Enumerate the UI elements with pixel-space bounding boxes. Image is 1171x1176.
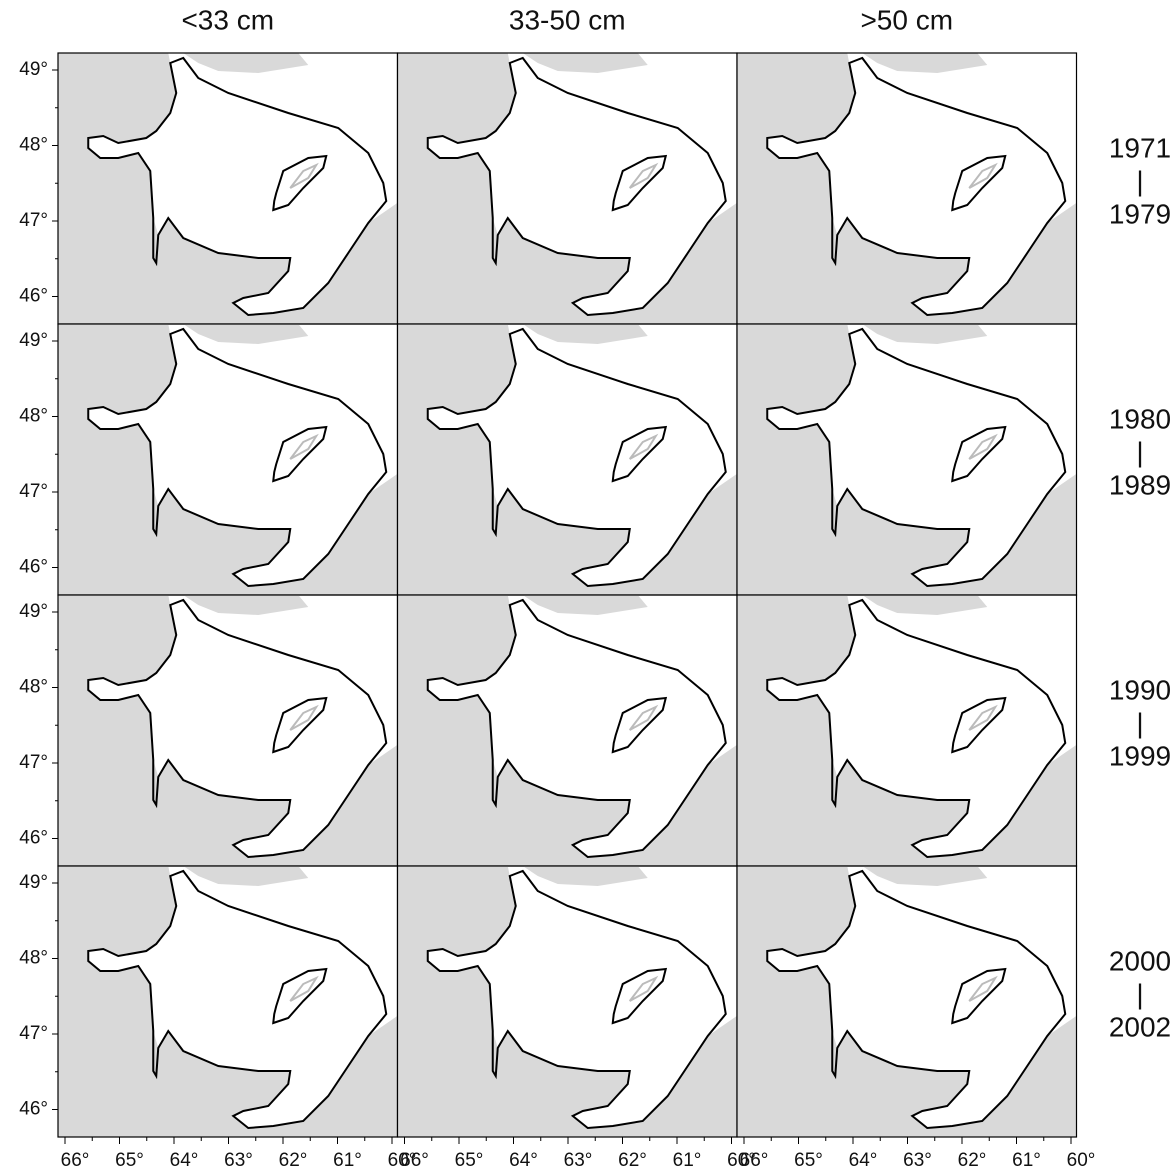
longitude-label: 62°	[279, 1150, 308, 1171]
row-label: 1989	[1109, 469, 1171, 500]
latitude-label: 46°	[19, 557, 48, 578]
longitude-label: 65°	[794, 1150, 823, 1171]
latitude-label: 49°	[19, 330, 48, 351]
map-panel	[397, 595, 737, 866]
column-header: <33 cm	[181, 4, 274, 35]
row-label: 1999	[1109, 740, 1171, 771]
longitude-label: 60°	[727, 1150, 756, 1171]
row-label: 1980	[1109, 403, 1171, 434]
longitude-label: 65°	[115, 1150, 144, 1171]
row-label: |	[1136, 707, 1143, 738]
longitude-label: 64°	[170, 1150, 199, 1171]
longitude-label: 62°	[958, 1150, 987, 1171]
longitude-label: 61°	[1012, 1150, 1041, 1171]
longitude-label: 66°	[740, 1150, 769, 1171]
longitude-label: 64°	[849, 1150, 878, 1171]
latitude-label: 47°	[19, 210, 48, 231]
map-panel	[397, 324, 737, 595]
latitude-label: 47°	[19, 752, 48, 773]
column-header: 33-50 cm	[509, 4, 626, 35]
map-panel	[737, 53, 1077, 324]
row-label: |	[1136, 978, 1143, 1009]
latitude-label: 48°	[19, 677, 48, 698]
map-panel	[58, 595, 398, 866]
panel-frame	[736, 865, 1078, 1138]
row-label: 1971	[1109, 132, 1171, 163]
longitude-label: 66°	[400, 1150, 429, 1171]
longitude-label: 62°	[618, 1150, 647, 1171]
column-header: >50 cm	[860, 4, 953, 35]
longitude-label: 63°	[564, 1150, 593, 1171]
latitude-label: 48°	[19, 135, 48, 156]
map-panel	[58, 53, 398, 324]
longitude-label: 65°	[455, 1150, 484, 1171]
row-label: |	[1136, 436, 1143, 467]
row-label: |	[1136, 165, 1143, 196]
latitude-label: 49°	[19, 601, 48, 622]
latitude-label: 46°	[19, 828, 48, 849]
row-label: 1990	[1109, 674, 1171, 705]
map-panel	[58, 866, 398, 1137]
longitude-label: 60°	[1067, 1150, 1096, 1171]
map-panel	[737, 595, 1077, 866]
map-panel	[737, 866, 1077, 1137]
row-label: 2002	[1109, 1011, 1171, 1042]
latitude-label: 47°	[19, 1023, 48, 1044]
longitude-label: 61°	[333, 1150, 362, 1171]
longitude-label: 63°	[224, 1150, 253, 1171]
longitude-label: 60°	[388, 1150, 417, 1171]
longitude-label: 66°	[61, 1150, 90, 1171]
latitude-label: 47°	[19, 481, 48, 502]
map-panel	[397, 53, 737, 324]
latitude-label: 49°	[19, 59, 48, 80]
map-panel	[397, 866, 737, 1137]
latitude-label: 49°	[19, 872, 48, 893]
map-panel	[58, 324, 398, 595]
longitude-label: 64°	[509, 1150, 538, 1171]
latitude-label: 48°	[19, 406, 48, 427]
longitude-label: 63°	[903, 1150, 932, 1171]
row-label: 2000	[1109, 945, 1171, 976]
longitude-label: 61°	[673, 1150, 702, 1171]
latitude-label: 46°	[19, 1099, 48, 1120]
row-label: 1979	[1109, 198, 1171, 229]
latitude-label: 48°	[19, 948, 48, 969]
map-panel	[737, 324, 1077, 595]
latitude-label: 46°	[19, 286, 48, 307]
